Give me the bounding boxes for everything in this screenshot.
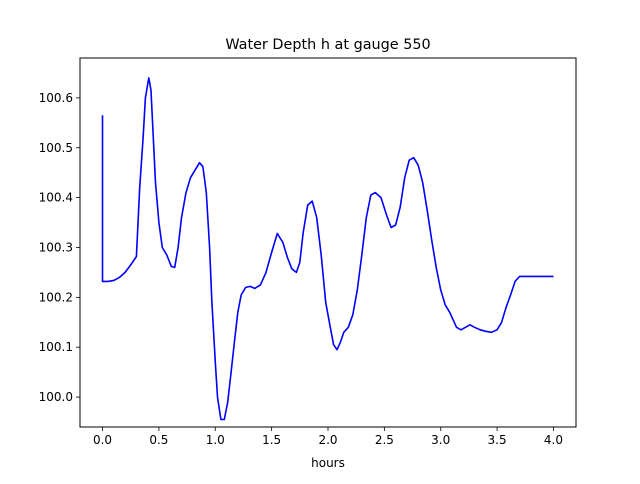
axes-frame: [79, 57, 577, 428]
y-tick-label: 100.0: [39, 390, 73, 404]
series-group: [101, 77, 554, 421]
y-tick-label: 100.5: [39, 141, 73, 155]
x-tick-label: 3.5: [488, 433, 507, 447]
x-tick-label: 1.0: [206, 433, 225, 447]
y-tick-label: 100.2: [39, 290, 73, 304]
x-tick-label: 0.5: [149, 433, 168, 447]
x-tick-label: 2.5: [375, 433, 394, 447]
x-axis-ticks: 0.0 0.5 1.0 1.5 2.0 2.5 3.0 3.5 4.0: [93, 427, 563, 447]
x-tick-label: 3.0: [431, 433, 450, 447]
x-tick-label: 4.0: [544, 433, 563, 447]
y-tick-label: 100.1: [39, 340, 73, 354]
x-axis-label: hours: [311, 456, 345, 470]
x-tick-label: 2.0: [318, 433, 337, 447]
y-tick-label: 100.4: [39, 191, 73, 205]
chart-title: Water Depth h at gauge 550: [225, 37, 430, 53]
y-tick-label: 100.3: [39, 240, 73, 254]
x-tick-label: 1.5: [262, 433, 281, 447]
plot-area: [80, 58, 576, 427]
x-tick-label: 0.0: [93, 433, 112, 447]
series-line: [101, 77, 554, 421]
y-axis-ticks: 100.0 100.1 100.2 100.3 100.4 100.5 100.6: [39, 91, 80, 404]
y-tick-label: 100.6: [39, 91, 73, 105]
